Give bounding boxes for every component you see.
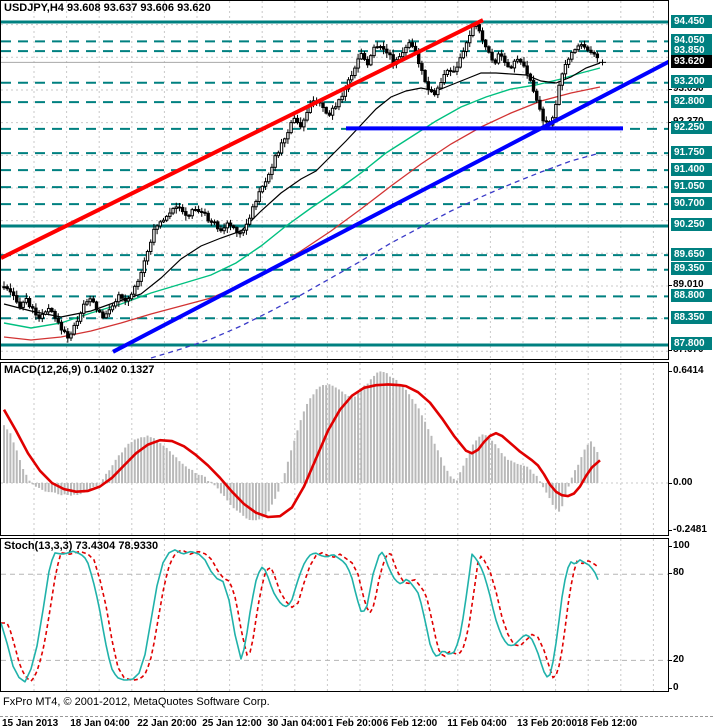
macd-label: MACD(12,26,9) 0.1402 0.1327 bbox=[4, 364, 155, 376]
macd-axis-label: 0.6414 bbox=[673, 365, 704, 376]
stoch-axis-label: 100 bbox=[673, 540, 690, 551]
price-level-badge: 92.800 bbox=[671, 95, 712, 108]
price-level-badge: 91.750 bbox=[671, 146, 712, 159]
scale-tick bbox=[669, 350, 672, 351]
price-level-badge: 93.200 bbox=[671, 75, 712, 88]
scale-tick bbox=[669, 573, 672, 574]
chart-title: USDJPY,H4 93.608 93.637 93.606 93.620 bbox=[4, 2, 211, 14]
scale-tick bbox=[669, 546, 672, 547]
scale-tick bbox=[669, 285, 672, 286]
price-level-badge: 94.450 bbox=[671, 15, 712, 28]
current-price-badge: 93.620 bbox=[671, 55, 712, 68]
price-axis-label: 89.010 bbox=[673, 279, 704, 290]
scale-tick bbox=[669, 688, 672, 689]
time-axis-label: 18 Feb 12:00 bbox=[576, 718, 638, 728]
time-axis-label: 13 Feb 20:00 bbox=[516, 718, 578, 728]
time-axis-label: 25 Jan 12:00 bbox=[202, 718, 262, 728]
price-level-badge: 87.800 bbox=[671, 337, 712, 350]
time-axis-line bbox=[0, 716, 713, 717]
price-level-badge: 90.250 bbox=[671, 218, 712, 231]
price-level-badge: 88.350 bbox=[671, 311, 712, 324]
copyright: FxPro MT4, © 2001-2012, MetaQuotes Softw… bbox=[3, 696, 270, 708]
scale-tick bbox=[669, 660, 672, 661]
price-chart-panel: USDJPY,H4 93.608 93.637 93.606 93.620 bbox=[0, 0, 669, 360]
price-level-badge: 91.400 bbox=[671, 163, 712, 176]
time-axis-label: 18 Jan 04:00 bbox=[70, 718, 130, 728]
scale-tick bbox=[669, 530, 672, 531]
price-level-badge: 93.850 bbox=[671, 44, 712, 57]
time-axis-label: 11 Feb 04:00 bbox=[447, 718, 507, 728]
price-level-badge: 91.050 bbox=[671, 180, 712, 193]
time-axis-label: 1 Feb 20:00 bbox=[327, 718, 383, 728]
time-axis-label: 30 Jan 04:00 bbox=[267, 718, 327, 728]
price-level-badge: 89.350 bbox=[671, 262, 712, 275]
price-level-badge: 88.800 bbox=[671, 289, 712, 302]
time-axis-label: 22 Jan 20:00 bbox=[137, 718, 197, 728]
time-axis-label: 15 Jan 2013 bbox=[2, 718, 59, 728]
stoch-axis-label: 80 bbox=[673, 567, 685, 578]
price-level-badge: 89.650 bbox=[671, 248, 712, 261]
scale-tick bbox=[669, 371, 672, 372]
scale-tick bbox=[669, 122, 672, 123]
stoch-axis-label: 20 bbox=[673, 654, 685, 665]
scale-tick bbox=[669, 89, 672, 90]
price-scale: 93.05092.37089.01087.67094.45094.05093.8… bbox=[669, 0, 713, 728]
price-level-badge: 90.700 bbox=[671, 197, 712, 210]
price-level-badge: 94.050 bbox=[671, 34, 712, 47]
time-axis-label: 6 Feb 12:00 bbox=[382, 718, 438, 728]
footer: FxPro MT4, © 2001-2012, MetaQuotes Softw… bbox=[0, 692, 713, 728]
price-chart-canvas[interactable] bbox=[1, 1, 668, 359]
macd-canvas[interactable] bbox=[1, 363, 668, 535]
macd-axis-label: -0.2481 bbox=[673, 524, 707, 535]
price-axis-label: 93.050 bbox=[673, 83, 704, 94]
scale-tick bbox=[669, 483, 672, 484]
price-level-badge: 92.250 bbox=[671, 121, 712, 134]
macd-panel: MACD(12,26,9) 0.1402 0.1327 bbox=[0, 362, 669, 536]
stoch-panel: Stoch(13,3,3) 73.4304 78.9330 bbox=[0, 538, 669, 692]
stoch-canvas[interactable] bbox=[1, 539, 668, 691]
stoch-axis-label: 0 bbox=[673, 682, 679, 693]
stoch-label: Stoch(13,3,3) 73.4304 78.9330 bbox=[4, 540, 159, 552]
macd-axis-label: 0.00 bbox=[673, 477, 693, 488]
